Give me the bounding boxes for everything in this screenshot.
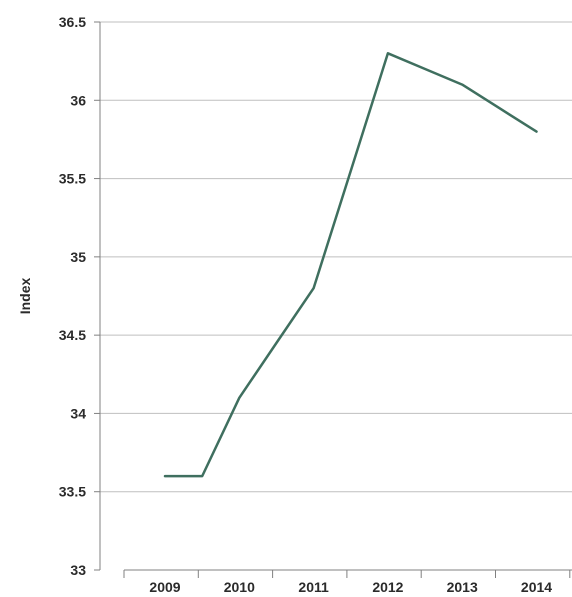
x-tick-label: 2010 (224, 579, 255, 595)
x-tick-label: 2009 (149, 579, 180, 595)
y-axis-title: Index (17, 278, 33, 315)
x-tick-label: 2013 (447, 579, 478, 595)
series-layer (163, 52, 538, 478)
series-line-0 (163, 52, 538, 478)
gridlines (100, 21, 572, 493)
y-tick-label: 33 (70, 562, 86, 578)
y-tick-label: 34.5 (59, 327, 86, 343)
axes (94, 21, 572, 578)
y-tick-label: 35.5 (59, 171, 86, 187)
y-tick-label: 36 (70, 92, 86, 108)
x-tick-label: 2012 (372, 579, 403, 595)
y-tick-label: 34 (70, 405, 86, 421)
x-tick-label: 2014 (521, 579, 552, 595)
y-tick-label: 36.5 (59, 14, 86, 30)
y-tick-label: 35 (70, 249, 86, 265)
y-tick-labels: 33 33.5 34 34.5 35 35.5 36 36.5 (59, 14, 86, 578)
x-tick-label: 2011 (298, 579, 329, 595)
x-tick-labels: 2009 2010 2011 2012 2013 2014 (149, 579, 552, 595)
y-tick-label: 33.5 (59, 484, 86, 500)
